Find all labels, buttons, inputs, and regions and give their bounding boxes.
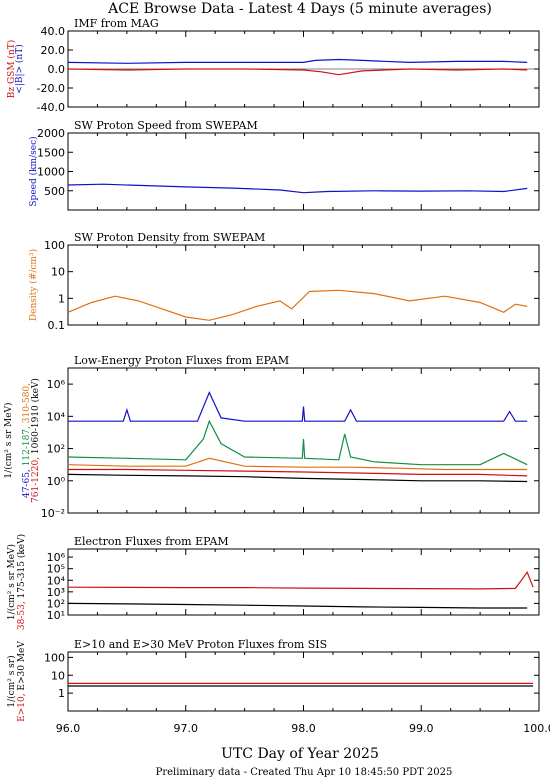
y-tick-label: 10 <box>51 266 65 279</box>
y-axis-label: Density (#/cm³) <box>28 249 39 321</box>
series-line-btot <box>68 58 528 64</box>
series-line-e175 <box>68 602 528 609</box>
y-tick-label: 1500 <box>37 146 65 159</box>
y-tick-label: 40.0 <box>41 25 66 38</box>
series-line-density <box>68 289 528 321</box>
y-axis-label: E>10, E>30 MeV <box>17 641 27 722</box>
y-tick-label: 10⁻² <box>41 507 65 520</box>
panel-title: E>10 and E>30 MeV Proton Fluxes from SIS <box>74 638 327 651</box>
series-line-p112 <box>68 419 528 466</box>
y-tick-label: 100 <box>44 239 65 252</box>
panel-3: SW Proton Density from SWEPAM 100 10 1 0.1 De… <box>28 231 540 332</box>
series-line-p1060 <box>68 473 528 483</box>
panel-2: SW Proton Speed from SWEPAM 2000 1500 1000 5… <box>28 119 540 211</box>
y-axis-label: 1/(cm² s sr MeV) <box>3 402 14 478</box>
x-tick-label: 96.0 <box>56 722 81 735</box>
x-tick-label: 100.0 <box>523 722 550 735</box>
panel-5: Electron Fluxes from EPAM 10⁶10⁵10⁴10³10²… <box>6 534 540 630</box>
plot-frame <box>67 244 540 326</box>
y-axis-label: 47-65, 112-187, 310-580, <box>22 383 32 498</box>
y-tick-label: 10³ <box>47 586 65 599</box>
y-tick-label: -40.0 <box>37 101 65 114</box>
y-axis-label: 1/(cm² s sr MeV) <box>6 544 17 620</box>
y-tick-label: 1000 <box>37 166 65 179</box>
panel-1: IMF from MAG 40.0 20.0 0.0 -20.0 -40.0 <|B|> (… <box>6 17 540 114</box>
y-axis-label: Speed (km/sec) <box>28 136 39 206</box>
plot-frame <box>67 132 540 211</box>
panel-title: SW Proton Density from SWEPAM <box>74 231 265 244</box>
y-tick-label: 2000 <box>37 127 65 140</box>
y-tick-label: 10⁶ <box>47 551 66 564</box>
y-tick-label: 10⁵ <box>47 563 65 576</box>
panel-title: SW Proton Speed from SWEPAM <box>74 119 258 132</box>
series-line-speed <box>68 183 528 194</box>
y-tick-label: 10⁰ <box>47 475 66 488</box>
y-tick-label: 1 <box>58 687 65 700</box>
y-tick-label: 0.1 <box>48 319 66 332</box>
series-line-p310 <box>68 457 528 471</box>
panel-6: E>10 and E>30 MeV Proton Fluxes from SIS… <box>6 638 550 735</box>
chart-panels: IMF from MAG 40.0 20.0 0.0 -20.0 -40.0 <|B|> (… <box>3 17 550 735</box>
y-tick-label: 1 <box>58 292 65 305</box>
y-tick-label: 10¹ <box>47 609 65 622</box>
y-tick-label: 10² <box>47 597 65 610</box>
x-tick-label: 99.0 <box>409 722 434 735</box>
x-tick-label: 98.0 <box>291 722 316 735</box>
panel-title: Low-Energy Proton Fluxes from EPAM <box>74 354 289 367</box>
y-axis-label: 761-1220, 1060-1910 (keV) <box>30 378 41 503</box>
y-tick-label: 100 <box>44 651 65 664</box>
y-tick-label: 10⁶ <box>47 378 66 391</box>
y-tick-label: 10² <box>47 443 65 456</box>
y-tick-label: 10⁴ <box>47 574 66 587</box>
plot-frame <box>67 548 540 616</box>
y-axis-label: Bz GSM (nT) <box>6 40 17 98</box>
y-tick-label: -20.0 <box>37 82 65 95</box>
figure-title: ACE Browse Data - Latest 4 Days (5 minut… <box>107 1 492 17</box>
x-tick-label: 97.0 <box>174 722 199 735</box>
series-line-p47 <box>68 391 528 422</box>
y-axis-label: 38-53, 175-315 (keV) <box>16 534 27 630</box>
plot-frame <box>67 651 540 712</box>
y-tick-label: 10 <box>51 669 65 682</box>
series-line-e38 <box>68 570 534 590</box>
footer-note: Preliminary data - Created Thu Apr 10 18… <box>156 767 453 778</box>
panel-title: IMF from MAG <box>74 17 159 30</box>
x-axis-label: UTC Day of Year 2025 <box>221 746 379 762</box>
y-tick-label: 0.0 <box>48 63 66 76</box>
y-axis-label: 1/(cm² s sr) <box>6 655 17 707</box>
panel-4: Low-Energy Proton Fluxes from EPAM 10⁶ 10⁴… <box>3 354 540 520</box>
series-line-bz <box>68 68 528 76</box>
y-tick-label: 500 <box>44 185 65 198</box>
series-line-p761 <box>68 468 528 477</box>
y-tick-label: 10⁴ <box>47 410 66 423</box>
panel-title: Electron Fluxes from EPAM <box>74 535 229 548</box>
y-axis-label: <|B|> (nT) <box>14 44 25 93</box>
y-tick-label: 20.0 <box>41 44 66 57</box>
